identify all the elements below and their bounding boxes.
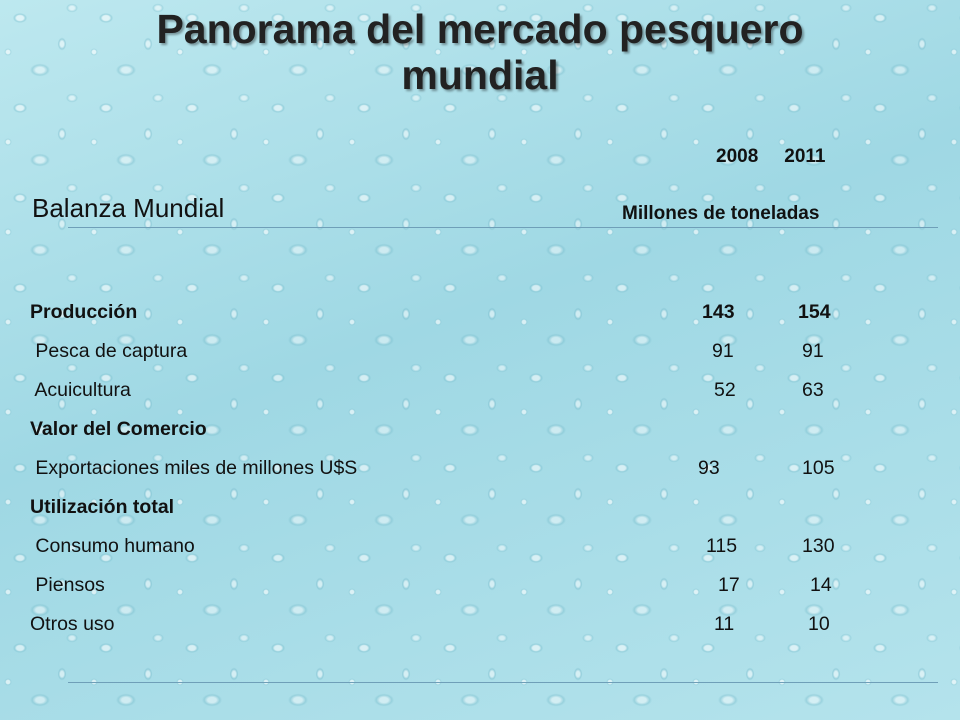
table-row: Producción 143 154 — [30, 296, 930, 335]
value-2008: 93 — [698, 457, 720, 479]
slide-title-line-1: Panorama del mercado pesquero — [156, 6, 804, 52]
table-row: Acuicultura 52 63 — [30, 374, 930, 413]
table-row: Valor del Comercio — [30, 413, 930, 452]
units-label: Millones de toneladas — [622, 203, 820, 224]
table-row: Otros uso 11 10 — [30, 608, 930, 647]
value-2011: 130 — [802, 535, 835, 557]
table-row: Exportaciones miles de millones U$S 93 105 — [30, 452, 930, 491]
top-divider — [68, 227, 938, 228]
table-row: Consumo humano 115 130 — [30, 530, 930, 569]
table-row: Piensos 17 14 — [30, 569, 930, 608]
value-2008: 52 — [714, 379, 736, 401]
bottom-divider — [68, 682, 938, 683]
row-label: Pesca de captura — [30, 340, 188, 362]
value-2008: 115 — [706, 535, 738, 557]
slide-title: Panorama del mercado pesquero mundial — [0, 6, 960, 98]
value-2011: 105 — [802, 457, 835, 479]
row-label: Piensos — [30, 574, 105, 596]
value-2011: 14 — [810, 574, 832, 596]
section-title: Balanza Mundial — [32, 193, 225, 223]
table-row: Pesca de captura 91 91 — [30, 335, 930, 374]
value-2008: 91 — [712, 340, 734, 362]
table-row: Utilización total — [30, 491, 930, 530]
value-2011: 154 — [798, 301, 831, 323]
data-table: Producción 143 154 Pesca de captura 91 91 Ac… — [30, 296, 930, 647]
row-label: Consumo humano — [30, 535, 195, 557]
value-2011: 10 — [808, 613, 830, 635]
value-2008: 143 — [702, 301, 735, 323]
row-label: Producción — [30, 301, 138, 323]
row-label: Utilización total — [30, 496, 175, 518]
value-2008: 11 — [714, 613, 735, 635]
value-2011: 63 — [802, 379, 824, 401]
row-label: Exportaciones miles de millones U$S — [30, 457, 358, 479]
row-label: Valor del Comercio — [30, 418, 207, 440]
year-2008-header: 2008 — [716, 146, 759, 167]
year-header: 2008 2011 — [716, 146, 826, 168]
value-2008: 17 — [718, 574, 740, 596]
value-2011: 91 — [802, 340, 824, 362]
row-label: Acuicultura — [30, 379, 131, 401]
slide-title-line-2: mundial — [401, 52, 559, 98]
year-2011-header: 2011 — [784, 146, 826, 167]
row-label: Otros uso — [30, 613, 115, 635]
